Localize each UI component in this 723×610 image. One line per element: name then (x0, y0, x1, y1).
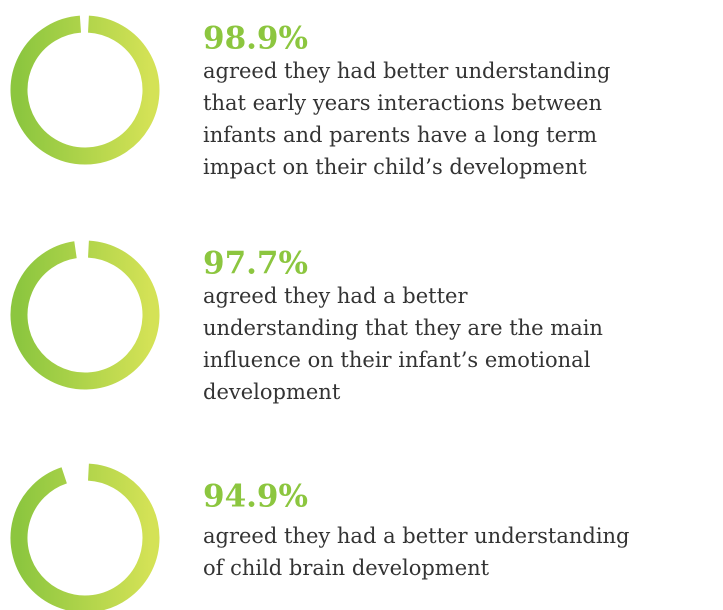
donut-arc (10, 463, 160, 610)
donut-arc (10, 240, 160, 390)
percentage: 98.9% (203, 21, 308, 57)
percentage: 94.9% (203, 479, 308, 515)
description-line: that early years interactions between (203, 91, 602, 115)
description-line: agreed they had a better understanding (203, 524, 630, 548)
percentage: 97.7% (203, 246, 308, 282)
description-line: infants and parents have a long term (203, 123, 597, 147)
description-line: agreed they had a better (203, 284, 468, 308)
description-line: of child brain development (203, 556, 490, 580)
description-line: understanding that they are the main (203, 316, 603, 340)
description-line: agreed they had better understanding (203, 59, 610, 83)
description-line: development (203, 380, 341, 404)
description-line: impact on their child’s development (203, 155, 587, 179)
donut-arc (10, 15, 160, 165)
description-line: influence on their infant’s emotional (203, 348, 591, 372)
